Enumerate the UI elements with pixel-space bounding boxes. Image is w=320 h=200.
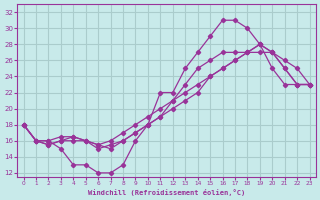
X-axis label: Windchill (Refroidissement éolien,°C): Windchill (Refroidissement éolien,°C) bbox=[88, 189, 245, 196]
